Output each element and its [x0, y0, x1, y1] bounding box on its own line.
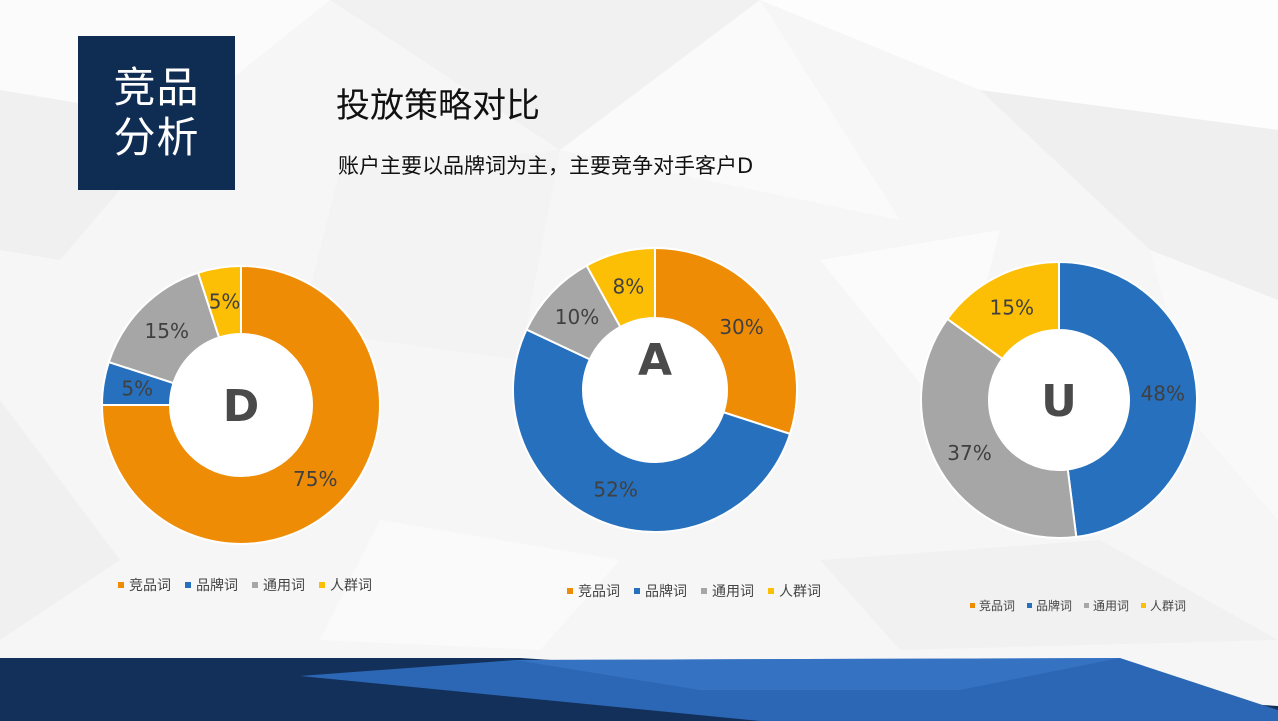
- legend-swatch: [1084, 603, 1090, 608]
- data-label-generic: 15%: [145, 319, 189, 343]
- data-label-brand: 48%: [1141, 381, 1185, 405]
- center-label: A: [638, 335, 672, 386]
- slice-generic: [920, 317, 1078, 539]
- legend-swatch: [634, 588, 640, 594]
- legend-swatch: [319, 582, 325, 588]
- slice-brand: [512, 328, 792, 533]
- legend-label: 竞品词: [129, 578, 171, 594]
- legend-item-brand: 品牌词: [185, 575, 238, 595]
- slice-audience: [945, 260, 1060, 361]
- legend-item-generic: 通用词: [1084, 597, 1129, 614]
- legend-swatch: [1141, 603, 1147, 608]
- data-label-audience: 15%: [990, 295, 1034, 319]
- slice-audience: [196, 264, 242, 339]
- donut-hole: [990, 331, 1128, 469]
- data-label-generic: 37%: [947, 441, 991, 465]
- center-label: U: [1041, 376, 1077, 427]
- legend-label: 品牌词: [196, 578, 238, 594]
- legend-item-brand: 品牌词: [634, 581, 687, 601]
- legend-item-audience: 人群词: [319, 575, 372, 595]
- donut-chart-u: 0%48%37%15%U: [920, 260, 1198, 539]
- legend-a: 竞品词 品牌词 通用词 人群词: [567, 581, 821, 601]
- data-label-generic: 10%: [555, 305, 599, 329]
- donut-hole: [171, 335, 311, 475]
- legend-item-audience: 人群词: [1141, 597, 1186, 614]
- slice-competitor: [654, 246, 798, 436]
- legend-swatch: [701, 588, 707, 594]
- legend-swatch: [252, 582, 258, 588]
- data-label-competitor: 30%: [719, 315, 763, 339]
- legend-item-audience: 人群词: [768, 581, 821, 601]
- page-title: 投放策略对比: [336, 86, 540, 126]
- legend-label: 竞品词: [979, 599, 1016, 613]
- badge-line-1: 竞品: [113, 63, 200, 112]
- legend-label: 品牌词: [645, 584, 687, 600]
- slice-audience: [585, 246, 656, 329]
- legend-label: 通用词: [712, 584, 754, 600]
- legend-label: 竞品词: [578, 584, 620, 600]
- donut-hole: [584, 319, 726, 461]
- page-subtitle: 账户主要以品牌词为主，主要竞争对手客户D: [338, 154, 754, 178]
- slice-brand: [1058, 260, 1198, 539]
- legend-swatch: [185, 582, 191, 588]
- legend-label: 通用词: [263, 578, 305, 594]
- data-label-audience: 5%: [209, 289, 241, 313]
- legend-swatch: [1027, 603, 1033, 608]
- data-label-brand: 5%: [121, 377, 153, 401]
- legend-item-generic: 通用词: [252, 575, 305, 595]
- legend-item-generic: 通用词: [701, 581, 754, 601]
- legend-d: 竞品词 品牌词 通用词 人群词: [118, 575, 372, 595]
- legend-u: 竞品词 品牌词 通用词 人群词: [970, 597, 1186, 614]
- legend-label: 品牌词: [1036, 599, 1073, 613]
- legend-label: 人群词: [779, 584, 821, 600]
- legend-swatch: [567, 588, 573, 594]
- legend-item-competitor: 竞品词: [567, 581, 620, 601]
- data-label-audience: 8%: [613, 274, 645, 298]
- section-badge: 竞品 分析: [78, 36, 235, 190]
- legend-label: 人群词: [1150, 599, 1187, 613]
- legend-label: 通用词: [1093, 599, 1130, 613]
- slice-competitor: [100, 264, 381, 545]
- center-label: D: [223, 381, 260, 432]
- donut-chart-d: 75% 5% 15% 5% D: [100, 264, 381, 545]
- legend-label: 人群词: [330, 578, 372, 594]
- legend-swatch: [768, 588, 774, 594]
- data-label-competitor: 75%: [293, 467, 337, 491]
- legend-swatch: [970, 603, 975, 608]
- badge-line-2: 分析: [113, 113, 200, 162]
- legend-swatch: [118, 582, 124, 588]
- legend-item-brand: 品牌词: [1027, 597, 1072, 614]
- legend-item-competitor: 竞品词: [118, 575, 171, 595]
- legend-item-competitor: 竞品词: [970, 597, 1015, 614]
- data-label-brand: 52%: [593, 477, 637, 501]
- donut-chart-a: 30% 52% 10% 8% A: [512, 246, 798, 533]
